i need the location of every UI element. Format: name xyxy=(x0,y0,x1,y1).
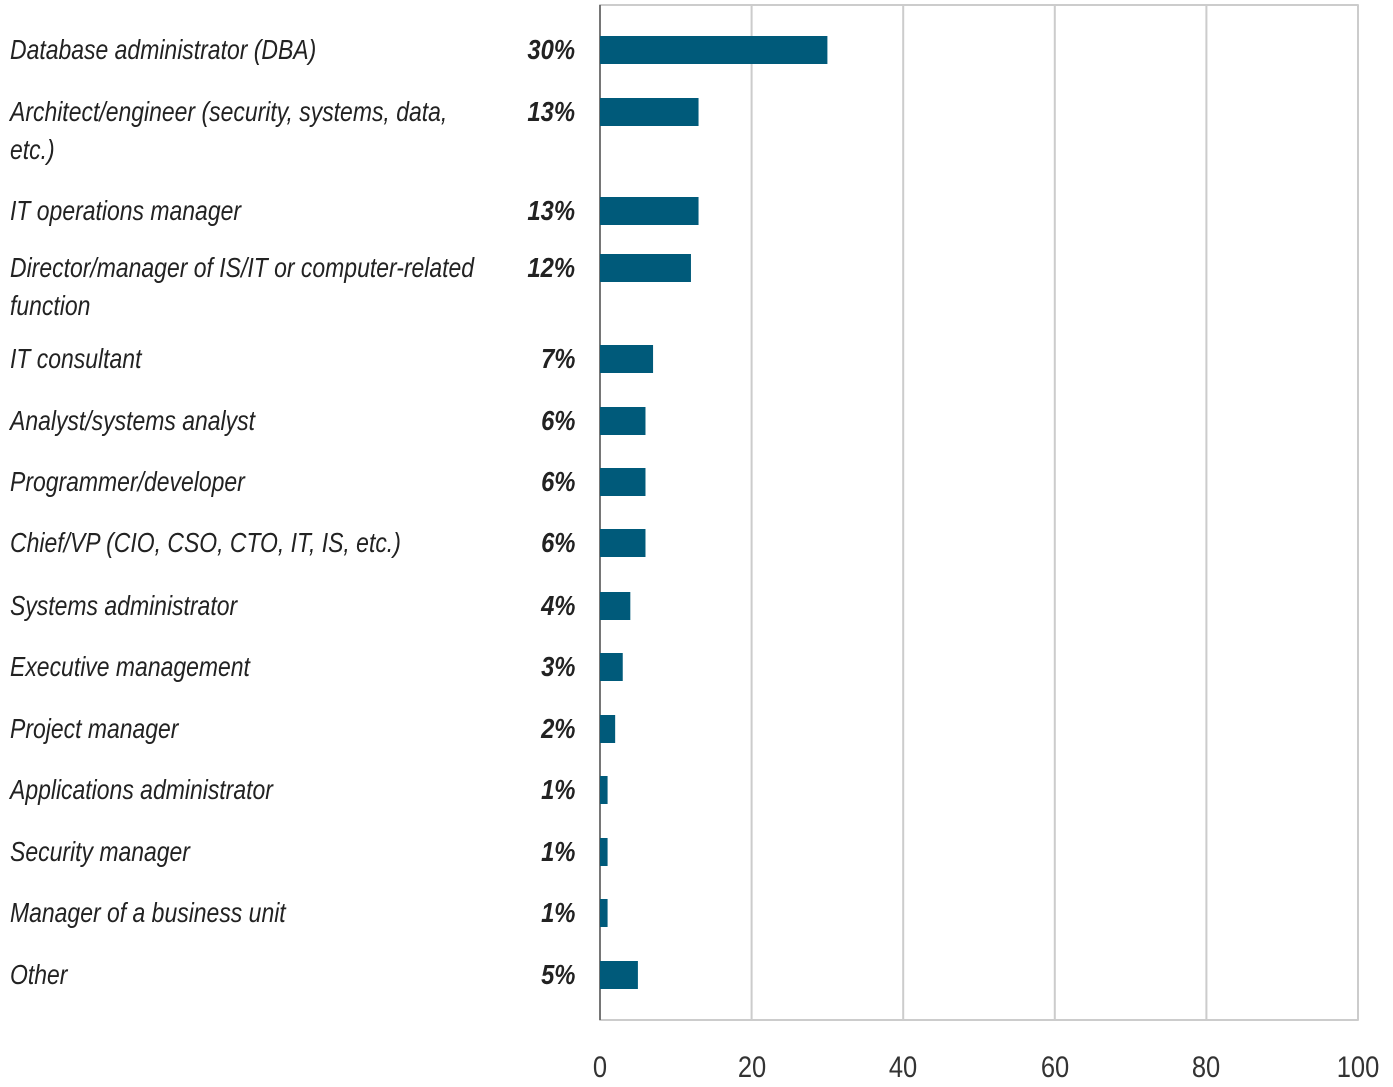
category-label: Director/manager of IS/IT or computer-re… xyxy=(10,252,475,321)
category-label: Chief/VP (CIO, CSO, CTO, IT, IS, etc.) xyxy=(10,527,401,558)
value-label: 13% xyxy=(527,96,575,127)
x-tick-label: 80 xyxy=(1192,1051,1221,1084)
bar xyxy=(600,838,608,866)
category-label: Security manager xyxy=(10,836,190,867)
category-label: Executive management xyxy=(10,651,250,682)
bar xyxy=(600,98,699,126)
value-label: 1% xyxy=(540,774,575,805)
value-label: 13% xyxy=(527,195,575,226)
x-tick-label: 20 xyxy=(737,1051,766,1084)
bar xyxy=(600,345,654,373)
bar xyxy=(600,899,608,927)
category-label: Manager of a business unit xyxy=(10,897,286,928)
category-label: Systems administrator xyxy=(10,590,238,621)
value-label: 2% xyxy=(540,713,575,744)
x-tick-label: 100 xyxy=(1336,1051,1380,1084)
x-tick-label: 60 xyxy=(1040,1051,1069,1084)
value-label: 12% xyxy=(527,252,575,283)
value-label: 3% xyxy=(540,651,575,682)
bar xyxy=(600,468,646,496)
value-label: 7% xyxy=(540,343,575,374)
x-tick-label: 0 xyxy=(592,1051,608,1084)
category-label: IT operations manager xyxy=(10,195,242,226)
bar xyxy=(600,529,646,557)
category-label: Applications administrator xyxy=(10,774,273,805)
plot-frame xyxy=(599,4,1359,1021)
bar xyxy=(600,653,623,681)
bar xyxy=(600,197,699,225)
value-label: 6% xyxy=(540,405,575,436)
bar xyxy=(600,592,631,620)
category-label: Programmer/developer xyxy=(10,466,245,497)
bar xyxy=(600,715,616,743)
category-label: Analyst/systems analyst xyxy=(10,405,256,436)
value-label: 30% xyxy=(527,34,575,65)
category-label: Project manager xyxy=(10,713,179,744)
value-label: 6% xyxy=(540,527,575,558)
bar xyxy=(600,36,828,64)
category-label: Database administrator (DBA) xyxy=(10,34,317,65)
value-label: 6% xyxy=(540,466,575,497)
value-label: 1% xyxy=(540,897,575,928)
value-label: 1% xyxy=(540,836,575,867)
category-label: Other xyxy=(10,959,68,990)
category-label: IT consultant xyxy=(10,343,142,374)
value-label: 4% xyxy=(540,590,575,621)
bar xyxy=(600,961,638,989)
category-label: Architect/engineer (security, systems, d… xyxy=(10,96,448,165)
bar xyxy=(600,776,608,804)
x-tick-label: 40 xyxy=(889,1051,918,1084)
bar xyxy=(600,407,646,435)
value-label: 5% xyxy=(540,959,575,990)
bar xyxy=(600,254,691,282)
